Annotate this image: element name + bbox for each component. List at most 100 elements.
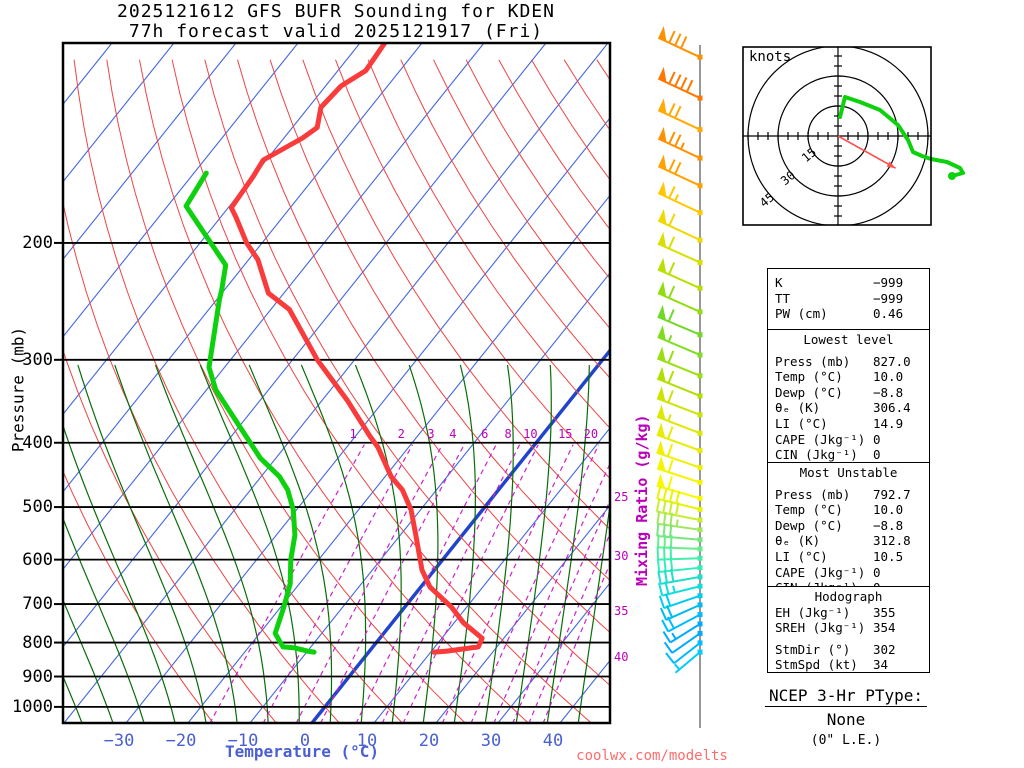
stat-label: EH (Jkg⁻¹) bbox=[775, 604, 851, 620]
most-unstable-box: Most Unstable Press (mb) 792.7 Temp (°C) 10.… bbox=[767, 462, 930, 595]
mixing-ratio-label: 2 bbox=[397, 427, 405, 441]
stat-section-title: Lowest level bbox=[803, 332, 894, 347]
pressure-tick-label: 1000 bbox=[12, 696, 53, 717]
stat-label: Temp (°C) bbox=[775, 502, 843, 518]
stat-row: Press (mb) 827.0 bbox=[768, 354, 929, 370]
stat-label: Dewp (°C) bbox=[775, 384, 843, 400]
ptype-heading: NCEP 3-Hr PType: bbox=[764, 686, 928, 707]
stat-label: LI (°C) bbox=[775, 548, 828, 564]
pressure-tick-label: 500 bbox=[22, 497, 53, 518]
stat-value: −8.8 bbox=[873, 517, 904, 533]
mixing-ratio-axis-title: Mixing Ratio (g/kg) bbox=[633, 414, 651, 586]
stat-row: LI (°C) 10.5 bbox=[768, 549, 929, 565]
stat-row: StmDir (°) 302 bbox=[768, 642, 929, 658]
stat-row: SREH (Jkg⁻¹) 354 bbox=[768, 620, 929, 636]
stat-value: 0 bbox=[873, 564, 881, 580]
pressure-tick-label: 300 bbox=[22, 349, 53, 370]
stat-value: 10.5 bbox=[873, 548, 904, 564]
stat-value: −8.8 bbox=[873, 384, 904, 400]
mixing-ratio-label: 40 bbox=[614, 650, 629, 664]
watermark-link[interactable]: coolwx.com/modelts bbox=[576, 748, 728, 764]
stat-value: 0.46 bbox=[873, 306, 904, 322]
hodograph-units-label: knots bbox=[749, 49, 792, 65]
stat-label: θₑ (K) bbox=[775, 400, 821, 416]
temperature-tick-label: 40 bbox=[542, 731, 564, 751]
mixing-ratio-label: 4 bbox=[449, 427, 457, 441]
stat-row: CAPE (Jkg⁻¹) 0 bbox=[768, 432, 929, 448]
stat-value: 302 bbox=[873, 641, 896, 657]
temperature-axis-title: Temperature (°C) bbox=[224, 742, 380, 761]
stat-label: Dewp (°C) bbox=[775, 517, 843, 533]
stat-section-title: Hodograph bbox=[814, 589, 883, 604]
temperature-tick-label: −10 bbox=[227, 731, 259, 751]
temperature-tick-label: 10 bbox=[356, 731, 378, 751]
stat-row: PW (cm) 0.46 bbox=[768, 306, 929, 322]
mixing-ratio-label: 35 bbox=[614, 604, 629, 618]
pressure-tick-label: 200 bbox=[22, 232, 53, 253]
pressure-tick-label: 900 bbox=[22, 666, 53, 687]
stat-label: K bbox=[775, 275, 783, 290]
stat-value: 10.0 bbox=[873, 369, 904, 385]
stat-label: Press (mb) bbox=[775, 486, 851, 502]
stat-value: 355 bbox=[873, 604, 896, 620]
pressure-tick-label: 700 bbox=[22, 594, 53, 615]
stat-row: CIN (Jkg⁻¹) 0 bbox=[768, 447, 929, 463]
stat-row: Temp (°C) 10.0 bbox=[768, 502, 929, 518]
temperature-tick-label: −20 bbox=[165, 731, 197, 751]
mixing-ratio-label: 20 bbox=[583, 427, 599, 441]
stat-section-title: Most Unstable bbox=[799, 465, 898, 480]
stat-row: Temp (°C) 10.0 bbox=[768, 369, 929, 385]
mixing-ratio-label: 10 bbox=[523, 427, 538, 441]
mixing-ratio-label: 15 bbox=[558, 427, 573, 441]
stat-value: 354 bbox=[873, 620, 896, 636]
stat-label: LI (°C) bbox=[775, 415, 828, 431]
stat-label: CAPE (Jkg⁻¹) bbox=[775, 564, 866, 580]
mixing-ratio-label: 8 bbox=[504, 427, 512, 441]
stat-label: θₑ (K) bbox=[775, 533, 821, 549]
stat-row: Press (mb) 792.7 bbox=[768, 487, 929, 503]
stat-row: Dewp (°C) −8.8 bbox=[768, 518, 929, 534]
stat-row: StmSpd (kt) 34 bbox=[768, 657, 929, 673]
stat-row: CAPE (Jkg⁻¹) 0 bbox=[768, 565, 929, 581]
stat-value: 14.9 bbox=[873, 415, 904, 431]
chart-title-line2: 77h forecast valid 2025121917 (Fri) bbox=[128, 21, 544, 42]
hodograph-stats-box: Hodograph EH (Jkg⁻¹) 355 SREH (Jkg⁻¹) 354 Stm… bbox=[767, 586, 930, 673]
temperature-tick-label: 30 bbox=[480, 731, 502, 751]
stat-value: 0 bbox=[873, 431, 881, 447]
temperature-tick-label: 0 bbox=[299, 731, 311, 751]
mixing-ratio-label: 30 bbox=[614, 549, 629, 563]
stat-label: Press (mb) bbox=[775, 353, 851, 369]
stat-value: 10.0 bbox=[873, 502, 904, 518]
stat-row: TT −999 bbox=[768, 291, 929, 307]
stat-label: TT bbox=[775, 290, 791, 306]
stat-row: K −999 bbox=[768, 275, 929, 291]
stat-row: LI (°C) 14.9 bbox=[768, 416, 929, 432]
stat-row: EH (Jkg⁻¹) 355 bbox=[768, 605, 929, 621]
stat-label: Temp (°C) bbox=[775, 369, 843, 385]
mixing-ratio-label: 6 bbox=[481, 427, 489, 441]
stat-row: θₑ (K) 306.4 bbox=[768, 400, 929, 416]
stat-value: 792.7 bbox=[873, 486, 911, 502]
stat-label: StmSpd (kt) bbox=[775, 657, 858, 673]
stat-value: 0 bbox=[873, 447, 881, 463]
pressure-tick-label: 400 bbox=[22, 432, 53, 453]
mixing-ratio-label: 1 bbox=[349, 427, 357, 441]
stat-value: 34 bbox=[873, 657, 889, 673]
indices-box: K −999 TT −999 PW (cm) 0.46 bbox=[767, 268, 930, 330]
stat-value: −999 bbox=[873, 275, 904, 290]
stat-label: PW (cm) bbox=[775, 306, 828, 322]
temperature-tick-label: −30 bbox=[103, 731, 135, 751]
stat-label: SREH (Jkg⁻¹) bbox=[775, 620, 866, 636]
stat-row: Dewp (°C) −8.8 bbox=[768, 385, 929, 401]
stat-label: CAPE (Jkg⁻¹) bbox=[775, 431, 866, 447]
stat-label: StmDir (°) bbox=[775, 641, 851, 657]
stat-value: 312.8 bbox=[873, 533, 911, 549]
stat-value: 306.4 bbox=[873, 400, 911, 416]
mixing-ratio-label: 25 bbox=[614, 490, 629, 504]
stat-value: 827.0 bbox=[873, 353, 911, 369]
stat-row: θₑ (K) 312.8 bbox=[768, 533, 929, 549]
chart-title-line1: 2025121612 GFS BUFR Sounding for KDEN bbox=[117, 1, 555, 22]
pressure-tick-label: 800 bbox=[22, 632, 53, 653]
